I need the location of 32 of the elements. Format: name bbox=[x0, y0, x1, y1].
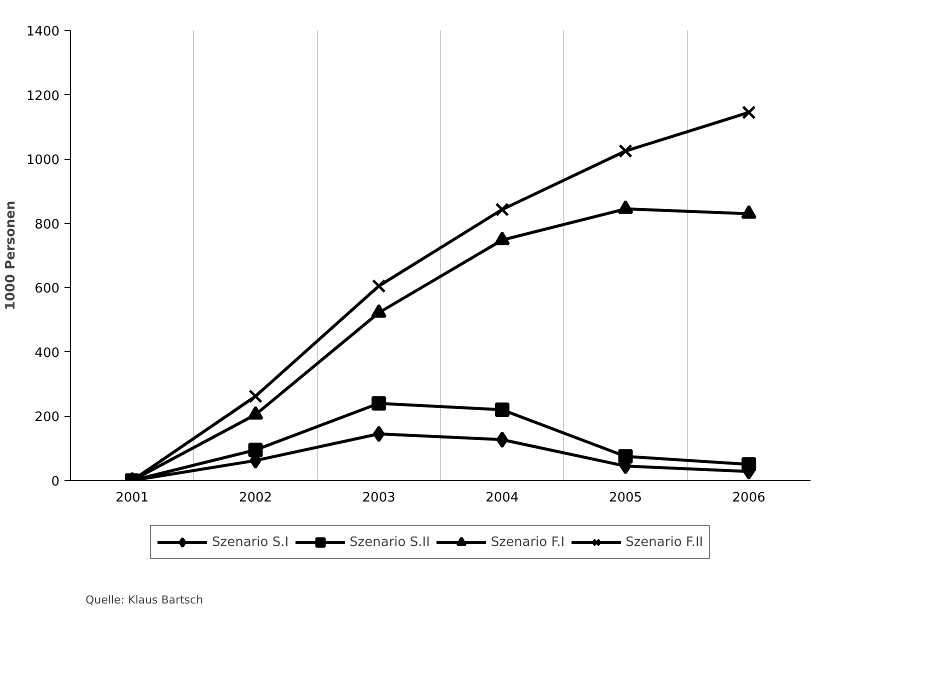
point bbox=[742, 457, 756, 472]
legend-label: Szenario S.I bbox=[212, 534, 289, 550]
point bbox=[372, 279, 386, 293]
y-tick-label: 600 bbox=[34, 282, 60, 297]
source-note: Quelle: Klaus Bartsch bbox=[86, 594, 204, 606]
legend-label: Szenario F.II bbox=[626, 534, 704, 550]
x-tick-label: 2005 bbox=[608, 490, 642, 506]
point bbox=[372, 426, 385, 442]
point bbox=[618, 449, 633, 464]
y-tick-label: 0 bbox=[51, 474, 60, 490]
point bbox=[248, 389, 262, 404]
point bbox=[496, 431, 508, 448]
y-tick-label: 1400 bbox=[26, 24, 60, 40]
point bbox=[494, 402, 510, 418]
x-tick-label: 2001 bbox=[116, 490, 149, 506]
point bbox=[618, 144, 632, 158]
x-tick-label: 2003 bbox=[362, 490, 396, 506]
point bbox=[495, 202, 510, 216]
y-tick-label: 1200 bbox=[26, 88, 60, 104]
y-tick-label: 1000 bbox=[26, 153, 60, 168]
point bbox=[248, 442, 263, 458]
x-tick-label: 2006 bbox=[732, 490, 766, 506]
x-tick-label: 2004 bbox=[486, 490, 519, 506]
y-tick-label: 400 bbox=[34, 346, 60, 361]
y-axis-title: 1000 Personen bbox=[3, 200, 18, 310]
point bbox=[372, 396, 386, 411]
legend-label: Szenario S.II bbox=[350, 534, 430, 550]
legend-label: Szenario F.I bbox=[490, 534, 565, 550]
y-tick-label: 800 bbox=[34, 217, 60, 232]
point bbox=[742, 106, 756, 120]
y-tick-label: 200 bbox=[34, 410, 60, 426]
x-tick-label: 2002 bbox=[238, 490, 272, 506]
